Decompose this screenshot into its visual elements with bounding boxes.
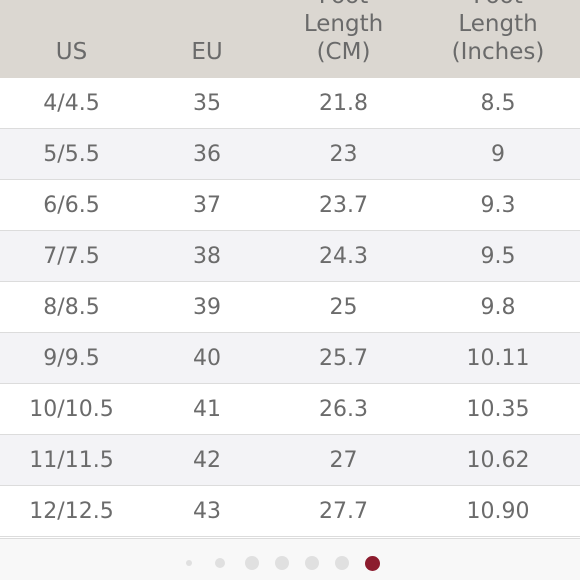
cell-inches: 9 <box>491 141 505 167</box>
cell-eu: 35 <box>193 90 221 116</box>
cell-eu: 41 <box>193 396 221 422</box>
cell-cm: 23.7 <box>319 192 368 218</box>
page-dot-4[interactable] <box>275 556 289 570</box>
header-eu-label: EU <box>191 39 223 65</box>
cell-cm: 25 <box>329 294 358 320</box>
cell-us: 10/10.5 <box>29 396 114 422</box>
cell-us: 7/7.5 <box>43 243 100 269</box>
header-us-label: US <box>55 39 88 65</box>
table-row: 6/6.5 37 23.7 9.3 <box>0 180 580 231</box>
table-row: 9/9.5 40 25.7 10.11 <box>0 333 580 384</box>
carousel-pager <box>0 538 580 580</box>
cell-us: 9/9.5 <box>43 345 100 371</box>
cell-inches: 10.90 <box>466 498 530 524</box>
cell-inches: 10.35 <box>466 396 530 422</box>
table-row: 11/11.5 42 27 10.62 <box>0 435 580 486</box>
header-eu: EU <box>143 0 271 78</box>
cell-inches: 9.8 <box>480 294 516 320</box>
page-dot-6[interactable] <box>335 556 349 570</box>
cell-inches: 9.5 <box>480 243 516 269</box>
size-chart-table: US EU Foot Length (CM) Foot Length (Inch… <box>0 0 580 537</box>
page-dot-3[interactable] <box>245 556 259 570</box>
cell-inches: 10.11 <box>466 345 530 371</box>
cell-eu: 40 <box>193 345 221 371</box>
cell-eu: 42 <box>193 447 221 473</box>
cell-cm: 27.7 <box>319 498 368 524</box>
cell-us: 4/4.5 <box>43 90 100 116</box>
cell-inches: 10.62 <box>466 447 530 473</box>
cell-cm: 25.7 <box>319 345 368 371</box>
cell-us: 8/8.5 <box>43 294 100 320</box>
cell-cm: 27 <box>329 447 358 473</box>
cell-cm: 24.3 <box>319 243 368 269</box>
cell-cm: 21.8 <box>319 90 368 116</box>
cell-eu: 38 <box>193 243 221 269</box>
cell-inches: 8.5 <box>480 90 516 116</box>
cell-cm: 26.3 <box>319 396 368 422</box>
table-row: 4/4.5 35 21.8 8.5 <box>0 78 580 129</box>
cell-us: 5/5.5 <box>43 141 100 167</box>
cell-eu: 43 <box>193 498 221 524</box>
cell-eu: 37 <box>193 192 221 218</box>
table-row: 12/12.5 43 27.7 10.90 <box>0 486 580 537</box>
cell-us: 6/6.5 <box>43 192 100 218</box>
cell-us: 11/11.5 <box>29 447 114 473</box>
cell-eu: 39 <box>193 294 221 320</box>
cell-cm: 23 <box>329 141 358 167</box>
cell-us: 12/12.5 <box>29 498 114 524</box>
header-foot-length-cm: Foot Length (CM) <box>271 0 416 78</box>
page-dot-5[interactable] <box>305 556 319 570</box>
page-dot-1[interactable] <box>186 560 192 566</box>
header-foot-length-inches: Foot Length (Inches) <box>416 0 580 78</box>
pagination-dots <box>186 555 380 571</box>
header-us: US <box>0 0 143 78</box>
table-row: 8/8.5 39 25 9.8 <box>0 282 580 333</box>
header-foot-length-cm-label: Foot Length (CM) <box>303 0 384 65</box>
table-body: 4/4.5 35 21.8 8.5 5/5.5 36 23 9 6/6.5 37… <box>0 78 580 537</box>
table-row: 7/7.5 38 24.3 9.5 <box>0 231 580 282</box>
page-dot-7-active[interactable] <box>365 555 380 571</box>
table-header: US EU Foot Length (CM) Foot Length (Inch… <box>0 0 580 78</box>
table-row: 10/10.5 41 26.3 10.35 <box>0 384 580 435</box>
table-row: 5/5.5 36 23 9 <box>0 129 580 180</box>
cell-inches: 9.3 <box>480 192 516 218</box>
page-dot-2[interactable] <box>215 558 225 568</box>
cell-eu: 36 <box>193 141 221 167</box>
header-foot-length-inches-label: Foot Length (Inches) <box>451 0 545 65</box>
